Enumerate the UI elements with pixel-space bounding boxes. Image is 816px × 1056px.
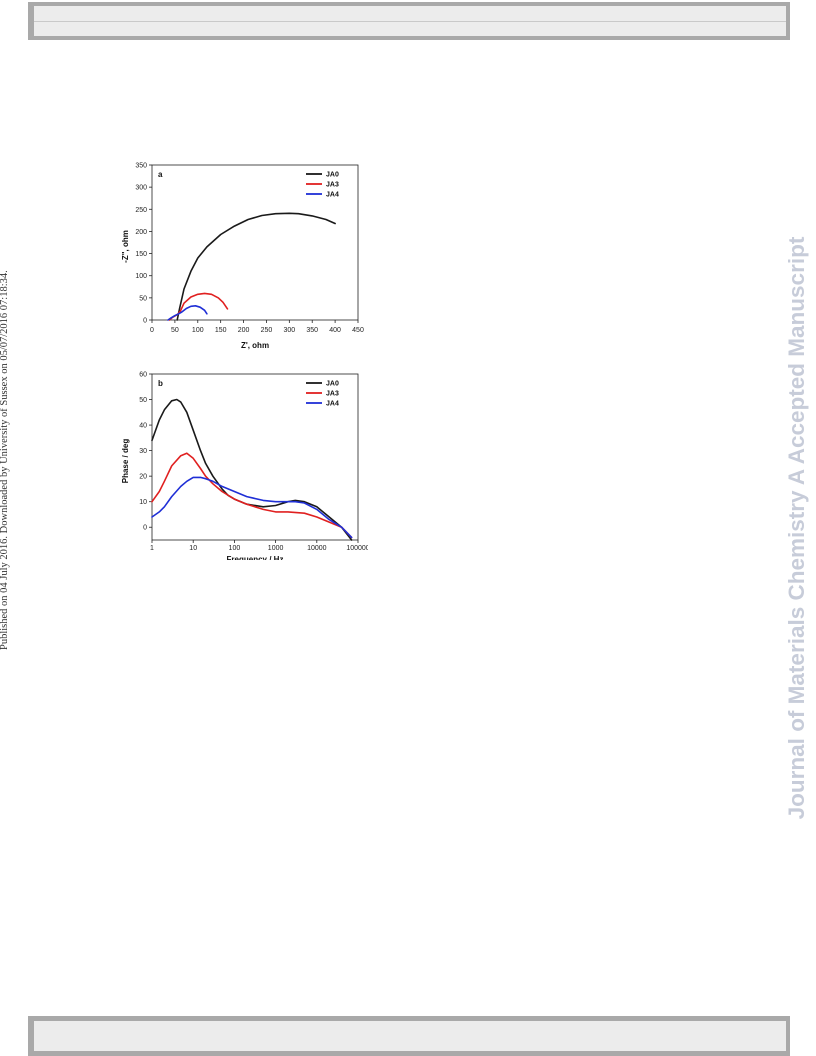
panel-a-x-tick-label: 300 bbox=[283, 327, 295, 334]
download-notice: Published on 04 July 2016. Downloaded by… bbox=[0, 230, 10, 650]
panel-b-y-tick-label: 40 bbox=[139, 423, 147, 430]
panel-a-y-tick-label: 200 bbox=[135, 229, 147, 236]
download-notice-text: Published on 04 July 2016. Downloaded by… bbox=[0, 270, 10, 650]
panel-b-y-tick-label: 30 bbox=[139, 448, 147, 455]
panel-b-y-tick-label: 0 bbox=[143, 525, 147, 532]
impedance-figure: 0 50 100 150 200 250 300 350 0 50 100 150 200 250 300 3… bbox=[118, 160, 370, 565]
panel-a-x-tick-label: 450 bbox=[352, 327, 364, 334]
panel-a-x-tick-label: 100 bbox=[192, 327, 204, 334]
panel-b-x-tick-label: 10 bbox=[189, 545, 197, 552]
panel-a-x-tick-label: 350 bbox=[306, 327, 318, 334]
panel-b-y-axis-title: Phase / deg bbox=[121, 439, 130, 484]
panel-b-y-tick-label: 10 bbox=[139, 499, 147, 506]
page-footer-panel bbox=[34, 1021, 786, 1051]
panel-b-series-ja0-line bbox=[151, 398, 353, 541]
journal-watermark-text: Journal of Materials Chemistry A Accepte… bbox=[784, 236, 809, 820]
panel-b-legend-ja3-label: JA3 bbox=[326, 391, 339, 398]
panel-a-x-tick-label: 150 bbox=[215, 327, 227, 334]
panel-b-x-tick-label: 100 bbox=[229, 545, 241, 552]
panel-b-series-ja3-line bbox=[151, 452, 353, 539]
panel-a-panel-label: a bbox=[158, 170, 163, 179]
panel-a-x-tick-label: 400 bbox=[329, 327, 341, 334]
panel-b-legend-ja4-label: JA4 bbox=[326, 401, 339, 408]
panel-b-legend-ja0-label: JA0 bbox=[326, 381, 339, 388]
journal-watermark: Journal of Materials Chemistry A Accepte… bbox=[782, 148, 812, 908]
panel-a-x-tick-label: 50 bbox=[171, 327, 179, 334]
panel-b-x-tick-label: 10000 bbox=[307, 545, 327, 552]
panel-a-legend-ja4-label: JA4 bbox=[326, 192, 339, 199]
panel-b-x-tick-label: 1 bbox=[150, 545, 154, 552]
panel-a-y-tick-label: 250 bbox=[135, 207, 147, 214]
panel-b-x-tick-label: 100000 bbox=[346, 545, 368, 552]
panel-a-legend-ja3-label: JA3 bbox=[326, 182, 339, 189]
panel-a-y-tick-label: 150 bbox=[135, 251, 147, 258]
panel-a-y-axis-title: -Z", ohm bbox=[121, 230, 130, 263]
panel-a-y-tick-label: 50 bbox=[139, 295, 147, 302]
panel-a-y-tick-label: 100 bbox=[135, 273, 147, 280]
panel-a-x-tick-label: 250 bbox=[261, 327, 273, 334]
panel-a-plot-frame bbox=[151, 164, 359, 321]
panel-b-x-axis-title: Frequency / Hz bbox=[227, 555, 284, 560]
panel-b-x-tick-label: 1000 bbox=[268, 545, 284, 552]
panel-a-series-ja4-line bbox=[167, 305, 208, 321]
panel-a-series-ja0-line bbox=[176, 212, 336, 321]
panel-a-y-tick-label: 300 bbox=[135, 185, 147, 192]
panel-a-x-tick-label: 0 bbox=[150, 327, 154, 334]
panel-b-y-tick-label: 20 bbox=[139, 474, 147, 481]
panel-b-y-tick-label: 60 bbox=[139, 372, 147, 379]
panel-a-x-axis-title: Z', ohm bbox=[241, 341, 269, 350]
page-header-divider bbox=[34, 21, 786, 22]
panel-a-x-tick-label: 200 bbox=[238, 327, 250, 334]
panel-a-legend-ja0-label: JA0 bbox=[326, 172, 339, 179]
panel-b-y-tick-label: 50 bbox=[139, 397, 147, 404]
panel-b-panel-label: b bbox=[158, 379, 163, 388]
panel-b-series-ja4-line bbox=[151, 476, 353, 539]
panel-b-plot-frame bbox=[151, 373, 359, 541]
panel-a-y-tick-label: 0 bbox=[143, 318, 147, 325]
panel-a-y-tick-label: 350 bbox=[135, 163, 147, 170]
